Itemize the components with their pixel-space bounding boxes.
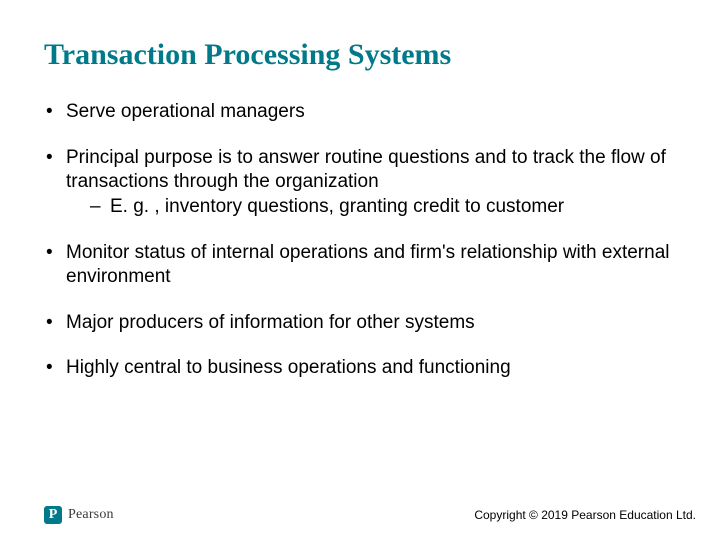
sub-bullet-list: E. g. , inventory questions, granting cr… xyxy=(66,195,676,219)
footer: P Pearson Copyright © 2019 Pearson Educa… xyxy=(0,506,720,524)
logo-letter: P xyxy=(49,508,58,522)
page-title: Transaction Processing Systems xyxy=(44,38,676,72)
sub-bullet-item: E. g. , inventory questions, granting cr… xyxy=(90,195,676,219)
content-area: Serve operational managers Principal pur… xyxy=(44,100,676,380)
bullet-list: Serve operational managers Principal pur… xyxy=(44,100,676,380)
bullet-text: Serve operational managers xyxy=(66,101,305,122)
bullet-text: Major producers of information for other… xyxy=(66,312,475,333)
bullet-item: Highly central to business operations an… xyxy=(44,356,676,380)
sub-bullet-text: E. g. , inventory questions, granting cr… xyxy=(110,196,564,217)
logo-mark-icon: P xyxy=(44,506,62,524)
bullet-item: Principal purpose is to answer routine q… xyxy=(44,146,676,219)
logo-text: Pearson xyxy=(68,507,114,523)
pearson-logo: P Pearson xyxy=(44,506,114,524)
bullet-text: Principal purpose is to answer routine q… xyxy=(66,147,666,192)
bullet-item: Serve operational managers xyxy=(44,100,676,124)
bullet-item: Major producers of information for other… xyxy=(44,311,676,335)
bullet-item: Monitor status of internal operations an… xyxy=(44,241,676,289)
bullet-text: Highly central to business operations an… xyxy=(66,357,511,378)
copyright-text: Copyright © 2019 Pearson Education Ltd. xyxy=(474,508,696,522)
slide: Transaction Processing Systems Serve ope… xyxy=(0,0,720,540)
bullet-text: Monitor status of internal operations an… xyxy=(66,242,669,287)
